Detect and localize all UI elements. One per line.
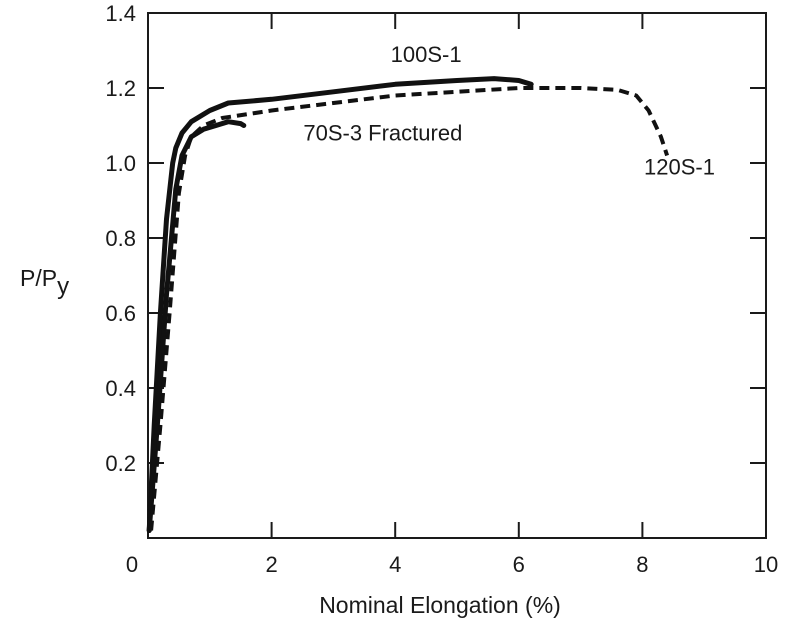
series-line-70s-3-fractured	[146, 119, 247, 533]
series-layer	[146, 76, 669, 533]
x-tick-label-3: 6	[513, 552, 525, 577]
x-tick-label-4: 8	[636, 552, 648, 577]
y-tick-label-5: 1.2	[105, 76, 136, 101]
series-line-120s-1	[149, 86, 669, 531]
annotation-2: 120S-1	[644, 154, 715, 179]
tick-labels: 0 2 4 6 8 10 0.2 0.4 0.6 0.8 1.0 1.2 1.4	[105, 1, 778, 577]
x-tick-label-1: 2	[265, 552, 277, 577]
y-axis-title-subscript: y	[57, 273, 69, 300]
annotation-1: 70S-3 Fractured	[303, 121, 462, 146]
y-axis-title-main: P/P	[20, 265, 57, 291]
y-axis-title: P/Py	[20, 265, 69, 300]
y-tick-label-6: 1.4	[105, 1, 136, 26]
y-tick-label-0: 0.2	[105, 451, 136, 476]
y-tick-label-2: 0.6	[105, 301, 136, 326]
x-axis-title: Nominal Elongation (%)	[319, 592, 561, 618]
y-tick-label-4: 1.0	[105, 151, 136, 176]
y-tick-label-3: 0.8	[105, 226, 136, 251]
x-tick-label-5: 10	[754, 552, 778, 577]
plot-frame	[147, 12, 767, 539]
annotation-0: 100S-1	[391, 42, 462, 67]
x-tick-label-2: 4	[389, 552, 401, 577]
x-tick-label-0: 0	[126, 552, 138, 577]
annotation-layer: 100S-1 70S-3 Fractured 120S-1	[303, 42, 715, 180]
y-tick-label-1: 0.4	[105, 376, 136, 401]
series-line-100s-1	[146, 76, 534, 533]
tick-marks	[148, 13, 766, 538]
